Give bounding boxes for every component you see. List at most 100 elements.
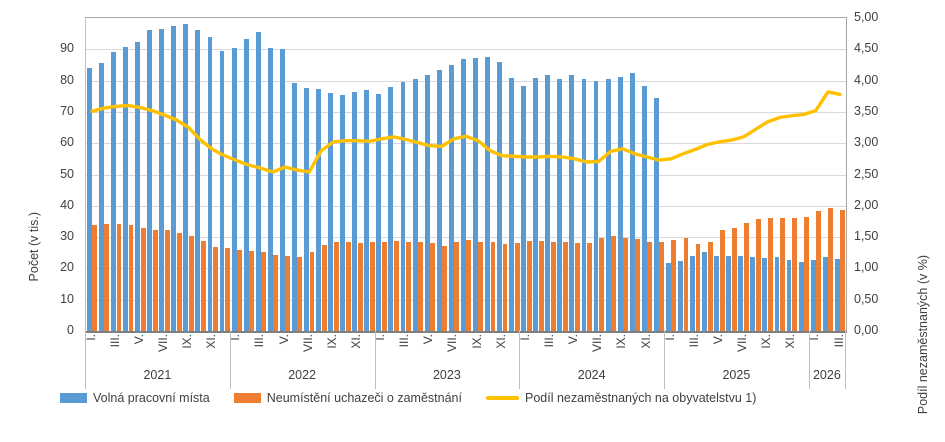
- bar-volna-pracovni-mista: [569, 75, 575, 331]
- right-axis-tick-label: 2,50: [854, 166, 879, 181]
- bar-volna-pracovni-mista: [111, 51, 116, 331]
- x-axis-year-label: 2023: [432, 368, 461, 382]
- bar-volna-pracovni-mista: [86, 68, 92, 331]
- bar-neumisteni-uchazeci: [719, 229, 725, 331]
- bar-neumisteni-uchazeci: [538, 240, 544, 331]
- bar-volna-pracovni-mista: [485, 56, 490, 331]
- bar-neumisteni-uchazeci: [357, 243, 363, 331]
- bar-volna-pracovni-mista: [774, 256, 780, 331]
- gridline: [86, 143, 846, 145]
- x-axis-month-label: III.: [831, 334, 846, 348]
- bar-neumisteni-uchazeci: [345, 242, 351, 331]
- bar-neumisteni-uchazeci: [743, 223, 749, 331]
- bar-volna-pracovni-mista: [135, 42, 141, 331]
- bar-volna-pracovni-mista: [750, 257, 756, 331]
- bar-neumisteni-uchazeci: [840, 210, 846, 331]
- x-axis-year-label: 2021: [143, 368, 172, 382]
- bar-neumisteni-uchazeci: [393, 240, 399, 331]
- bar-volna-pracovni-mista: [786, 259, 792, 331]
- bar-neumisteni-uchazeci: [200, 240, 206, 331]
- bar-volna-pracovni-mista: [509, 77, 514, 331]
- bar-volna-pracovni-mista: [376, 94, 382, 331]
- legend-bar-swatch: [60, 393, 87, 403]
- x-axis-month-label: IX.: [614, 334, 629, 349]
- bar-neumisteni-uchazeci: [514, 243, 520, 331]
- left-axis-tick-label: 80: [60, 72, 74, 87]
- x-axis-month-label: VII.: [590, 334, 605, 353]
- x-axis-year-label: 2025: [722, 368, 751, 382]
- gridline: [86, 205, 846, 207]
- x-axis-month-label: I.: [517, 334, 532, 341]
- bar-neumisteni-uchazeci: [309, 252, 315, 331]
- bar-neumisteni-uchazeci: [478, 241, 484, 331]
- bar-neumisteni-uchazeci: [418, 242, 423, 331]
- left-axis-tick-label: 50: [60, 166, 74, 181]
- bar-neumisteni-uchazeci: [249, 250, 255, 331]
- gridline: [86, 268, 846, 270]
- legend-item-0: Volná pracovní místa: [60, 391, 210, 405]
- bar-volna-pracovni-mista: [617, 76, 623, 331]
- year-separator: [519, 330, 521, 389]
- bar-volna-pracovni-mista: [521, 85, 527, 331]
- bar-volna-pracovni-mista: [123, 46, 128, 331]
- unemployment-share-line: [90, 90, 842, 174]
- bar-volna-pracovni-mista: [834, 258, 840, 331]
- gridline: [86, 49, 846, 51]
- bar-neumisteni-uchazeci: [635, 239, 641, 331]
- right-axis-tick-label: 0,50: [854, 291, 879, 306]
- bar-volna-pracovni-mista: [424, 75, 430, 331]
- x-axis-year-label: 2024: [577, 368, 606, 382]
- bar-neumisteni-uchazeci: [261, 252, 267, 331]
- bar-neumisteni-uchazeci: [828, 208, 834, 331]
- x-axis-month-label: V.: [710, 334, 725, 345]
- legend-label: Neumístění uchazeči o zaměstnání: [266, 391, 462, 405]
- x-axis-month-label: I.: [228, 334, 243, 341]
- right-axis-tick-label: 2,00: [854, 197, 879, 212]
- gridline: [86, 80, 846, 82]
- bar-volna-pracovni-mista: [291, 82, 297, 331]
- bar-neumisteni-uchazeci: [297, 257, 303, 331]
- legend-line-swatch: [485, 396, 519, 400]
- bar-neumisteni-uchazeci: [574, 243, 580, 331]
- x-axis-month-label: V.: [566, 334, 581, 345]
- bar-neumisteni-uchazeci: [128, 224, 134, 331]
- legend-bar-swatch: [233, 393, 261, 403]
- bar-volna-pracovni-mista: [267, 47, 273, 331]
- bar-neumisteni-uchazeci: [237, 249, 243, 331]
- x-axis-month-label: XI.: [204, 334, 219, 349]
- bar-neumisteni-uchazeci: [816, 211, 822, 331]
- x-axis-month-label: III.: [107, 334, 122, 348]
- bar-volna-pracovni-mista: [653, 97, 659, 331]
- left-axis-tick-label: 10: [60, 291, 74, 306]
- bar-neumisteni-uchazeci: [140, 227, 146, 331]
- x-axis-month-label: III.: [686, 334, 701, 348]
- legend-label: Volná pracovní místa: [93, 391, 210, 405]
- bar-neumisteni-uchazeci: [792, 218, 797, 331]
- bar-volna-pracovni-mista: [400, 81, 406, 331]
- bar-neumisteni-uchazeci: [526, 240, 532, 331]
- bar-volna-pracovni-mista: [690, 255, 695, 331]
- bar-neumisteni-uchazeci: [104, 224, 110, 331]
- bar-neumisteni-uchazeci: [369, 242, 375, 331]
- x-axis-year-label: 2026: [812, 368, 841, 382]
- gridline: [86, 111, 846, 113]
- bar-neumisteni-uchazeci: [454, 241, 460, 331]
- bar-volna-pracovni-mista: [340, 95, 346, 331]
- right-axis-tick-label: 3,00: [854, 135, 879, 150]
- bar-neumisteni-uchazeci: [430, 243, 436, 331]
- bar-volna-pracovni-mista: [810, 259, 816, 331]
- left-axis-tick-label: 60: [60, 135, 74, 150]
- bar-volna-pracovni-mista: [243, 39, 249, 331]
- bar-volna-pracovni-mista: [545, 75, 551, 331]
- legend: Volná pracovní místa Neumístění uchazeči …: [60, 391, 756, 405]
- x-axis-month-label: III.: [397, 334, 412, 348]
- bar-neumisteni-uchazeci: [502, 244, 508, 331]
- left-axis-tick-label: 90: [60, 41, 74, 56]
- bar-neumisteni-uchazeci: [285, 256, 291, 331]
- year-separator: [229, 330, 231, 389]
- right-axis-tick-label: 4,00: [854, 72, 879, 87]
- bar-neumisteni-uchazeci: [780, 218, 785, 331]
- bar-neumisteni-uchazeci: [164, 230, 170, 331]
- x-axis-month-label: I.: [373, 334, 388, 341]
